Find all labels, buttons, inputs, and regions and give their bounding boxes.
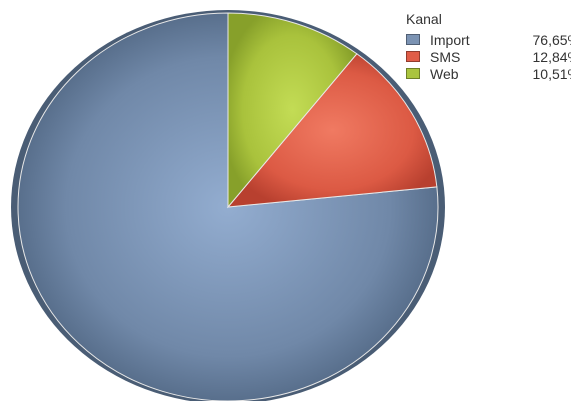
legend-value-web: 10,51% [532, 65, 571, 82]
legend-swatch-import [406, 34, 420, 45]
legend-item-sms: SMS 12,84% [406, 48, 571, 65]
legend-item-web: Web 10,51% [406, 65, 571, 82]
legend-label-import: Import [430, 31, 470, 48]
legend-label-web: Web [430, 65, 459, 82]
legend-swatch-sms [406, 51, 420, 62]
pie-slice-import [17, 12, 439, 401]
pie-slice-sms [226, 53, 438, 208]
legend-label-sms: SMS [430, 48, 461, 65]
legend-item-import: Import 76,65% [406, 31, 571, 48]
pie-slice-web [227, 12, 358, 209]
pie-slices [17, 12, 439, 401]
legend-swatch-web [406, 68, 420, 79]
legend: Kanal Import 76,65% SMS 12,84% Web 10,51… [406, 11, 571, 82]
legend-value-import: 76,65% [532, 31, 571, 48]
legend-value-sms: 12,84% [532, 48, 571, 65]
legend-title: Kanal [406, 11, 442, 27]
